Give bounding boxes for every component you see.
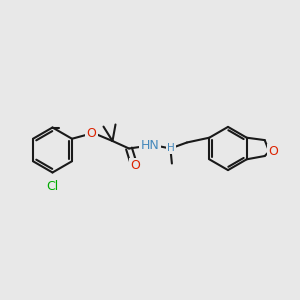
Text: H: H <box>167 142 175 153</box>
Text: O: O <box>268 145 278 158</box>
Text: Cl: Cl <box>46 180 58 193</box>
Text: O: O <box>130 159 140 172</box>
Text: HN: HN <box>141 139 159 152</box>
Text: O: O <box>87 127 96 140</box>
